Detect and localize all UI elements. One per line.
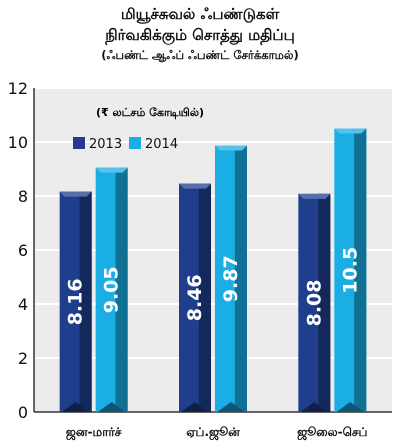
y-axis: 0 2 4 6 8 10 12: [8, 79, 35, 422]
bar-value-label: 10.5: [339, 247, 361, 294]
bar-value-label: 9.87: [220, 255, 242, 302]
bar-value-label: 8.16: [65, 278, 87, 325]
bar-value-label: 9.05: [101, 266, 123, 313]
bar-2013-0: [59, 191, 92, 412]
y-tick-label: 2: [18, 349, 28, 368]
bars-group: 8.16 9.05 8.46 9.87 8.08 10.5: [59, 128, 367, 412]
legend-swatch-2014: [129, 137, 141, 149]
chart-title-line-1: மியூச்சுவல் ஃபண்டுகள்: [120, 5, 280, 23]
bar-value-label: 8.46: [184, 274, 206, 321]
y-tick-label: 0: [18, 403, 28, 422]
gridlines: [34, 87, 392, 413]
y-tick-label: 4: [18, 295, 28, 314]
chart-title-block: மியூச்சுவல் ஃபண்டுகள் நிர்வகிக்கும் சொத்…: [0, 4, 400, 64]
chart-title-line-2: நிர்வகிக்கும் சொத்து மதிப்பு: [105, 26, 295, 44]
bar-2014-0: [95, 167, 128, 412]
y-tick-label: 6: [18, 241, 28, 260]
x-tick-label: ஏப்.ஜூன்: [186, 425, 240, 440]
x-tick-label: ஜன-மார்ச்: [66, 425, 122, 440]
bar-2013-2: [298, 193, 331, 412]
legend: 2013 2014: [73, 137, 178, 152]
legend-swatch-2013: [73, 137, 85, 149]
bar-2014-2: [334, 128, 367, 412]
y-tick-label: 12: [8, 79, 28, 98]
unit-note: (₹ லட்சம் கோடியில்): [96, 106, 204, 119]
bar-2013-1: [179, 183, 211, 412]
y-tick-label: 10: [8, 133, 28, 152]
bar-value-label: 8.08: [303, 279, 325, 326]
x-tick-label: ஜூலை-செப்: [297, 425, 367, 440]
x-axis-labels: ஜன-மார்ச் ஏப்.ஜூன் ஜூலை-செப்: [66, 425, 368, 440]
legend-label-2013: 2013: [89, 137, 122, 152]
y-tick-label: 8: [18, 187, 28, 206]
bar-2014-1: [215, 145, 247, 412]
legend-label-2014: 2014: [145, 137, 178, 152]
chart-subtitle: (ஃபண்ட் ஆஃப் ஃபண்ட் சேர்க்காமல்): [101, 48, 299, 62]
